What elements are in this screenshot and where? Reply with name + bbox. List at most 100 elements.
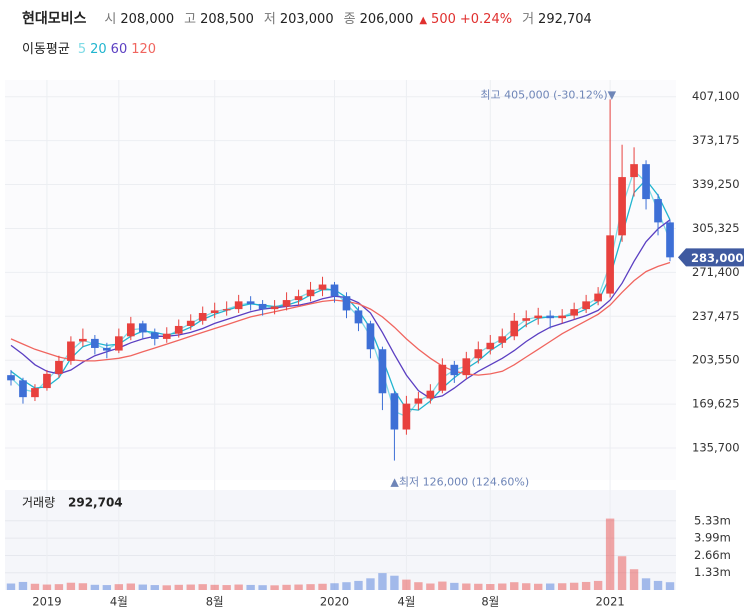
volume-bar xyxy=(282,584,291,590)
marks xyxy=(6,99,675,590)
volume-bar xyxy=(378,573,387,590)
volume-bar xyxy=(426,583,435,590)
candle-body xyxy=(522,318,531,321)
candle-body xyxy=(546,315,555,319)
volume-bar xyxy=(126,583,136,590)
volume-bar xyxy=(66,582,76,590)
volume-bar xyxy=(18,581,28,590)
volume-bar xyxy=(42,584,52,590)
volume-bar xyxy=(342,582,351,590)
candle-body xyxy=(390,393,399,430)
y-tick-label: 237,475 xyxy=(692,309,740,323)
volume-bar xyxy=(474,583,483,590)
volume-bar xyxy=(653,580,663,590)
volume-bar xyxy=(198,584,207,590)
volume-tick-label: 2.66m xyxy=(694,548,731,562)
volume-bar xyxy=(54,584,64,590)
candle-body xyxy=(294,296,303,301)
y-tick-label: 339,250 xyxy=(692,177,740,191)
candle-body xyxy=(150,332,159,339)
legend-entry: 5 xyxy=(77,42,87,57)
candle-body xyxy=(222,309,231,311)
candle-body xyxy=(486,342,495,350)
volume-bar xyxy=(30,583,40,590)
candle-body xyxy=(210,310,219,314)
y-tick-label: 203,550 xyxy=(692,353,740,367)
volume-bar xyxy=(318,583,327,590)
candle-body xyxy=(342,296,351,311)
volume-bar xyxy=(150,585,159,590)
candle-body xyxy=(450,364,459,376)
label: 저 xyxy=(263,12,276,27)
volume-bar xyxy=(222,585,231,590)
candle-body xyxy=(558,315,567,319)
candle-body xyxy=(91,338,99,348)
candle-body xyxy=(594,293,602,302)
candle-body xyxy=(103,347,111,351)
low-annotation: ▲최저 126,000 (124.60%) xyxy=(390,476,529,489)
price-tag xyxy=(678,248,744,267)
quote-header: 현대모비스 시 208,000 고 208,500 저 203,000 종 206,00… xyxy=(22,8,592,28)
volume-tick-label: 5.33m xyxy=(694,513,731,527)
candle-body xyxy=(79,338,87,342)
volume-bar xyxy=(210,584,219,590)
candle-body xyxy=(510,320,519,337)
volume-tick-label: 3.99m xyxy=(694,531,731,545)
candle-body xyxy=(414,398,423,404)
volume-bar xyxy=(581,581,591,590)
candle-body xyxy=(534,315,543,319)
value: 292,704 xyxy=(538,12,592,27)
volume-bar xyxy=(486,584,495,590)
label: 종 xyxy=(343,12,356,27)
candle-body xyxy=(402,403,411,430)
candle-body xyxy=(306,289,315,297)
candle-body xyxy=(174,325,183,334)
candle-body xyxy=(618,177,626,236)
y-tick-label: 169,625 xyxy=(692,397,740,411)
volume-bar xyxy=(138,584,147,590)
volume-bar xyxy=(114,584,124,590)
volume-bar xyxy=(641,578,651,590)
ma-legend: 이동평균 5 20 60 120 xyxy=(22,38,156,57)
label: 거 xyxy=(522,12,535,27)
candle-body xyxy=(570,309,578,316)
change-arrow: ▲ xyxy=(419,15,428,26)
value: 208,000 xyxy=(120,12,175,27)
volume-bar xyxy=(354,580,363,590)
candle-body xyxy=(186,320,195,326)
volume-bar xyxy=(174,584,183,590)
volume-bar xyxy=(246,584,255,590)
candle-body xyxy=(138,323,147,333)
x-tick-label: 4월 xyxy=(397,595,415,609)
value: 206,000 xyxy=(359,12,414,27)
ma-line xyxy=(10,261,671,376)
legend-entry: 20 xyxy=(90,42,107,57)
candle-body xyxy=(43,373,51,389)
label: 시 xyxy=(104,12,117,27)
volume-tick-label: 1.33m xyxy=(694,565,731,579)
volume-bar xyxy=(402,579,411,590)
volume-title: 거래량 xyxy=(22,496,55,510)
candle-body xyxy=(19,380,27,398)
x-tick-label: 8월 xyxy=(206,595,224,609)
volume-bar xyxy=(498,583,507,590)
x-tick-label: 4월 xyxy=(110,595,128,609)
ma-title: 이동평균 xyxy=(22,42,70,57)
volume-bar xyxy=(294,584,303,590)
volume-bar xyxy=(665,582,675,590)
volume-last: 292,704 xyxy=(68,496,123,510)
candle-body xyxy=(378,349,387,394)
value: 203,000 xyxy=(279,12,334,27)
candle-body xyxy=(246,301,255,304)
volume-bar xyxy=(617,556,627,590)
candle-body xyxy=(438,364,447,391)
volume-bar xyxy=(522,583,531,590)
volume-bar xyxy=(234,584,243,590)
volume-bar xyxy=(186,584,195,590)
price-panel xyxy=(5,80,676,480)
volume-bar xyxy=(102,585,112,590)
candle-body xyxy=(270,306,279,310)
volume-bar xyxy=(629,569,639,590)
candle-body xyxy=(426,390,435,399)
y-tick-label: 305,325 xyxy=(692,221,740,235)
